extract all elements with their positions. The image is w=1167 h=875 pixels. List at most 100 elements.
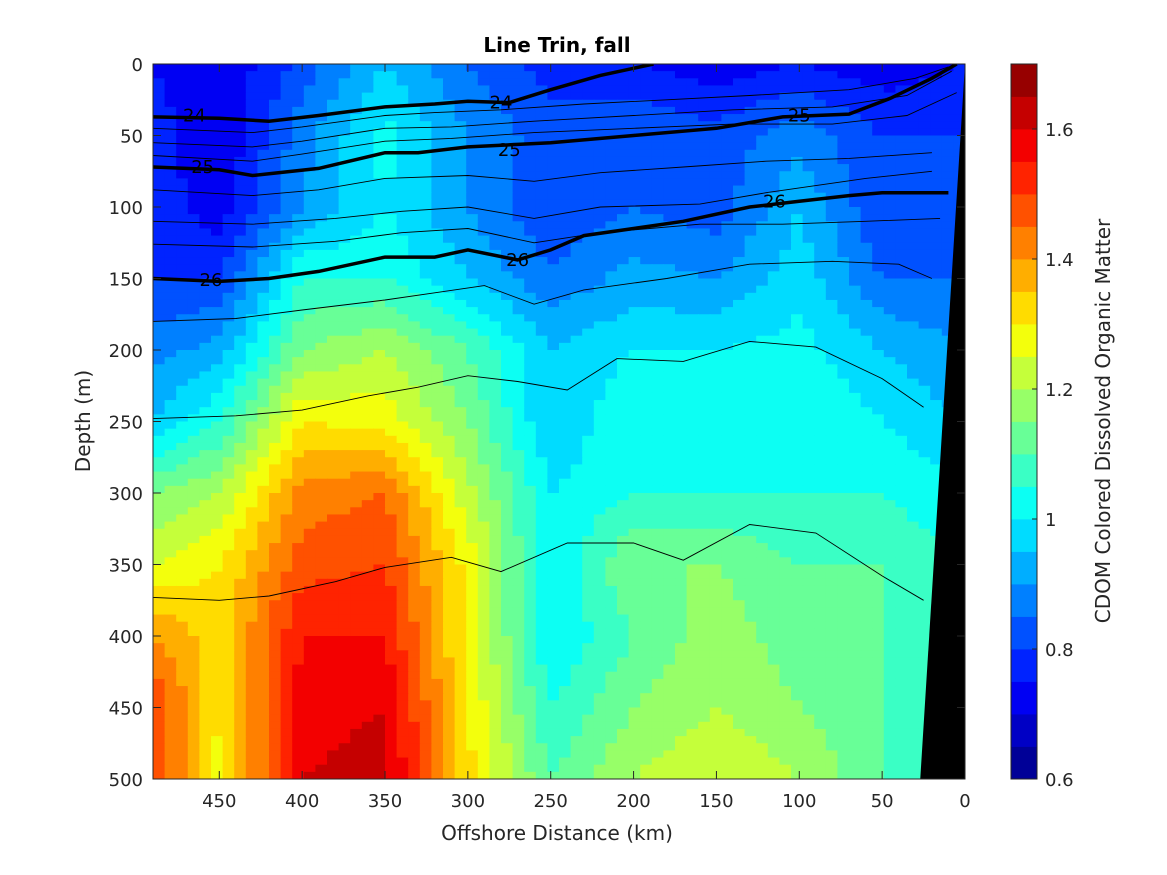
heatmap-cell [245, 299, 258, 308]
heatmap-cell [640, 521, 653, 530]
heatmap-cell [396, 357, 409, 365]
heatmap-cell [547, 221, 560, 230]
heatmap-cell [327, 521, 340, 530]
heatmap-cell [199, 328, 212, 337]
heatmap-cell [187, 507, 200, 516]
heatmap-cell [559, 414, 572, 423]
heatmap-cell [280, 207, 293, 215]
heatmap-cell [431, 92, 444, 101]
heatmap-cell [640, 114, 653, 122]
heatmap-cell [883, 249, 896, 258]
heatmap-cell [733, 321, 746, 330]
heatmap-cell [593, 171, 606, 179]
heatmap-cell [733, 199, 746, 208]
heatmap-cell [385, 106, 398, 115]
heatmap-cell [860, 135, 873, 144]
heatmap-cell [686, 156, 699, 165]
heatmap-cell [744, 321, 757, 330]
heatmap-cell [860, 428, 873, 437]
heatmap-cell [199, 357, 212, 365]
heatmap-cell [547, 350, 560, 358]
heatmap-cell [187, 128, 200, 137]
heatmap-cell [698, 99, 711, 108]
heatmap-cell [443, 192, 456, 201]
heatmap-cell [535, 357, 548, 365]
heatmap-cell [779, 493, 792, 501]
heatmap-cell [686, 128, 699, 137]
heatmap-cell [419, 550, 432, 558]
heatmap-cell [164, 228, 177, 237]
heatmap-cell [849, 285, 862, 294]
heatmap-cell [431, 171, 444, 179]
heatmap-cell [443, 564, 456, 573]
heatmap-cell [930, 257, 943, 265]
heatmap-cell [895, 128, 908, 137]
heatmap-cell [153, 421, 166, 430]
heatmap-cell [849, 435, 862, 444]
heatmap-cell [327, 535, 340, 544]
heatmap-cell [187, 207, 200, 215]
heatmap-cell [327, 400, 340, 408]
heatmap-cell [338, 99, 351, 108]
heatmap-cell [512, 321, 525, 330]
heatmap-cell [199, 493, 212, 501]
heatmap-cell [825, 442, 838, 451]
heatmap-cell [930, 92, 943, 101]
heatmap-cell [431, 257, 444, 265]
heatmap-cell [651, 414, 664, 423]
heatmap-cell [733, 285, 746, 294]
heatmap-cell [385, 528, 398, 537]
heatmap-cell [396, 271, 409, 280]
heatmap-cell [593, 507, 606, 516]
heatmap-cell [396, 171, 409, 179]
heatmap-cell [419, 400, 432, 408]
heatmap-cell [593, 557, 606, 566]
heatmap-cell [187, 342, 200, 351]
heatmap-cell [164, 171, 177, 179]
heatmap-cell [408, 278, 421, 287]
heatmap-cell [593, 106, 606, 115]
heatmap-cell [477, 550, 490, 558]
heatmap-cell [605, 164, 618, 172]
heatmap-cell [176, 64, 189, 72]
heatmap-cell [466, 457, 479, 465]
heatmap-cell [489, 543, 502, 551]
heatmap-cell [292, 78, 305, 87]
heatmap-cell [396, 242, 409, 251]
heatmap-cell [883, 171, 896, 179]
heatmap-cell [640, 78, 653, 87]
heatmap-cell [361, 199, 374, 208]
heatmap-cell [941, 114, 954, 122]
heatmap-cell [443, 128, 456, 137]
heatmap-cell [280, 299, 293, 308]
heatmap-cell [350, 371, 363, 380]
heatmap-cell [153, 321, 166, 330]
heatmap-cell [744, 257, 757, 265]
heatmap-cell [489, 264, 502, 272]
heatmap-cell [303, 242, 316, 251]
heatmap-cell [883, 192, 896, 201]
heatmap-cell [280, 564, 293, 573]
heatmap-cell [327, 214, 340, 222]
heatmap-cell [733, 271, 746, 280]
heatmap-cell [593, 128, 606, 137]
heatmap-cell [640, 164, 653, 172]
heatmap-cell [454, 235, 467, 244]
heatmap-cell [350, 442, 363, 451]
heatmap-cell [744, 214, 757, 222]
heatmap-cell [408, 299, 421, 308]
heatmap-cell [164, 428, 177, 437]
heatmap-cell [825, 521, 838, 530]
heatmap-cell [535, 528, 548, 537]
heatmap-cell [176, 514, 189, 523]
heatmap-cell [373, 249, 386, 258]
heatmap-cell [698, 428, 711, 437]
heatmap-cell [675, 471, 688, 480]
heatmap-cell [535, 214, 548, 222]
heatmap-cell [524, 392, 537, 401]
heatmap-cell [385, 450, 398, 458]
heatmap-cell [257, 192, 270, 201]
heatmap-cell [361, 371, 374, 380]
heatmap-cell [292, 385, 305, 394]
heatmap-cell [408, 550, 421, 558]
